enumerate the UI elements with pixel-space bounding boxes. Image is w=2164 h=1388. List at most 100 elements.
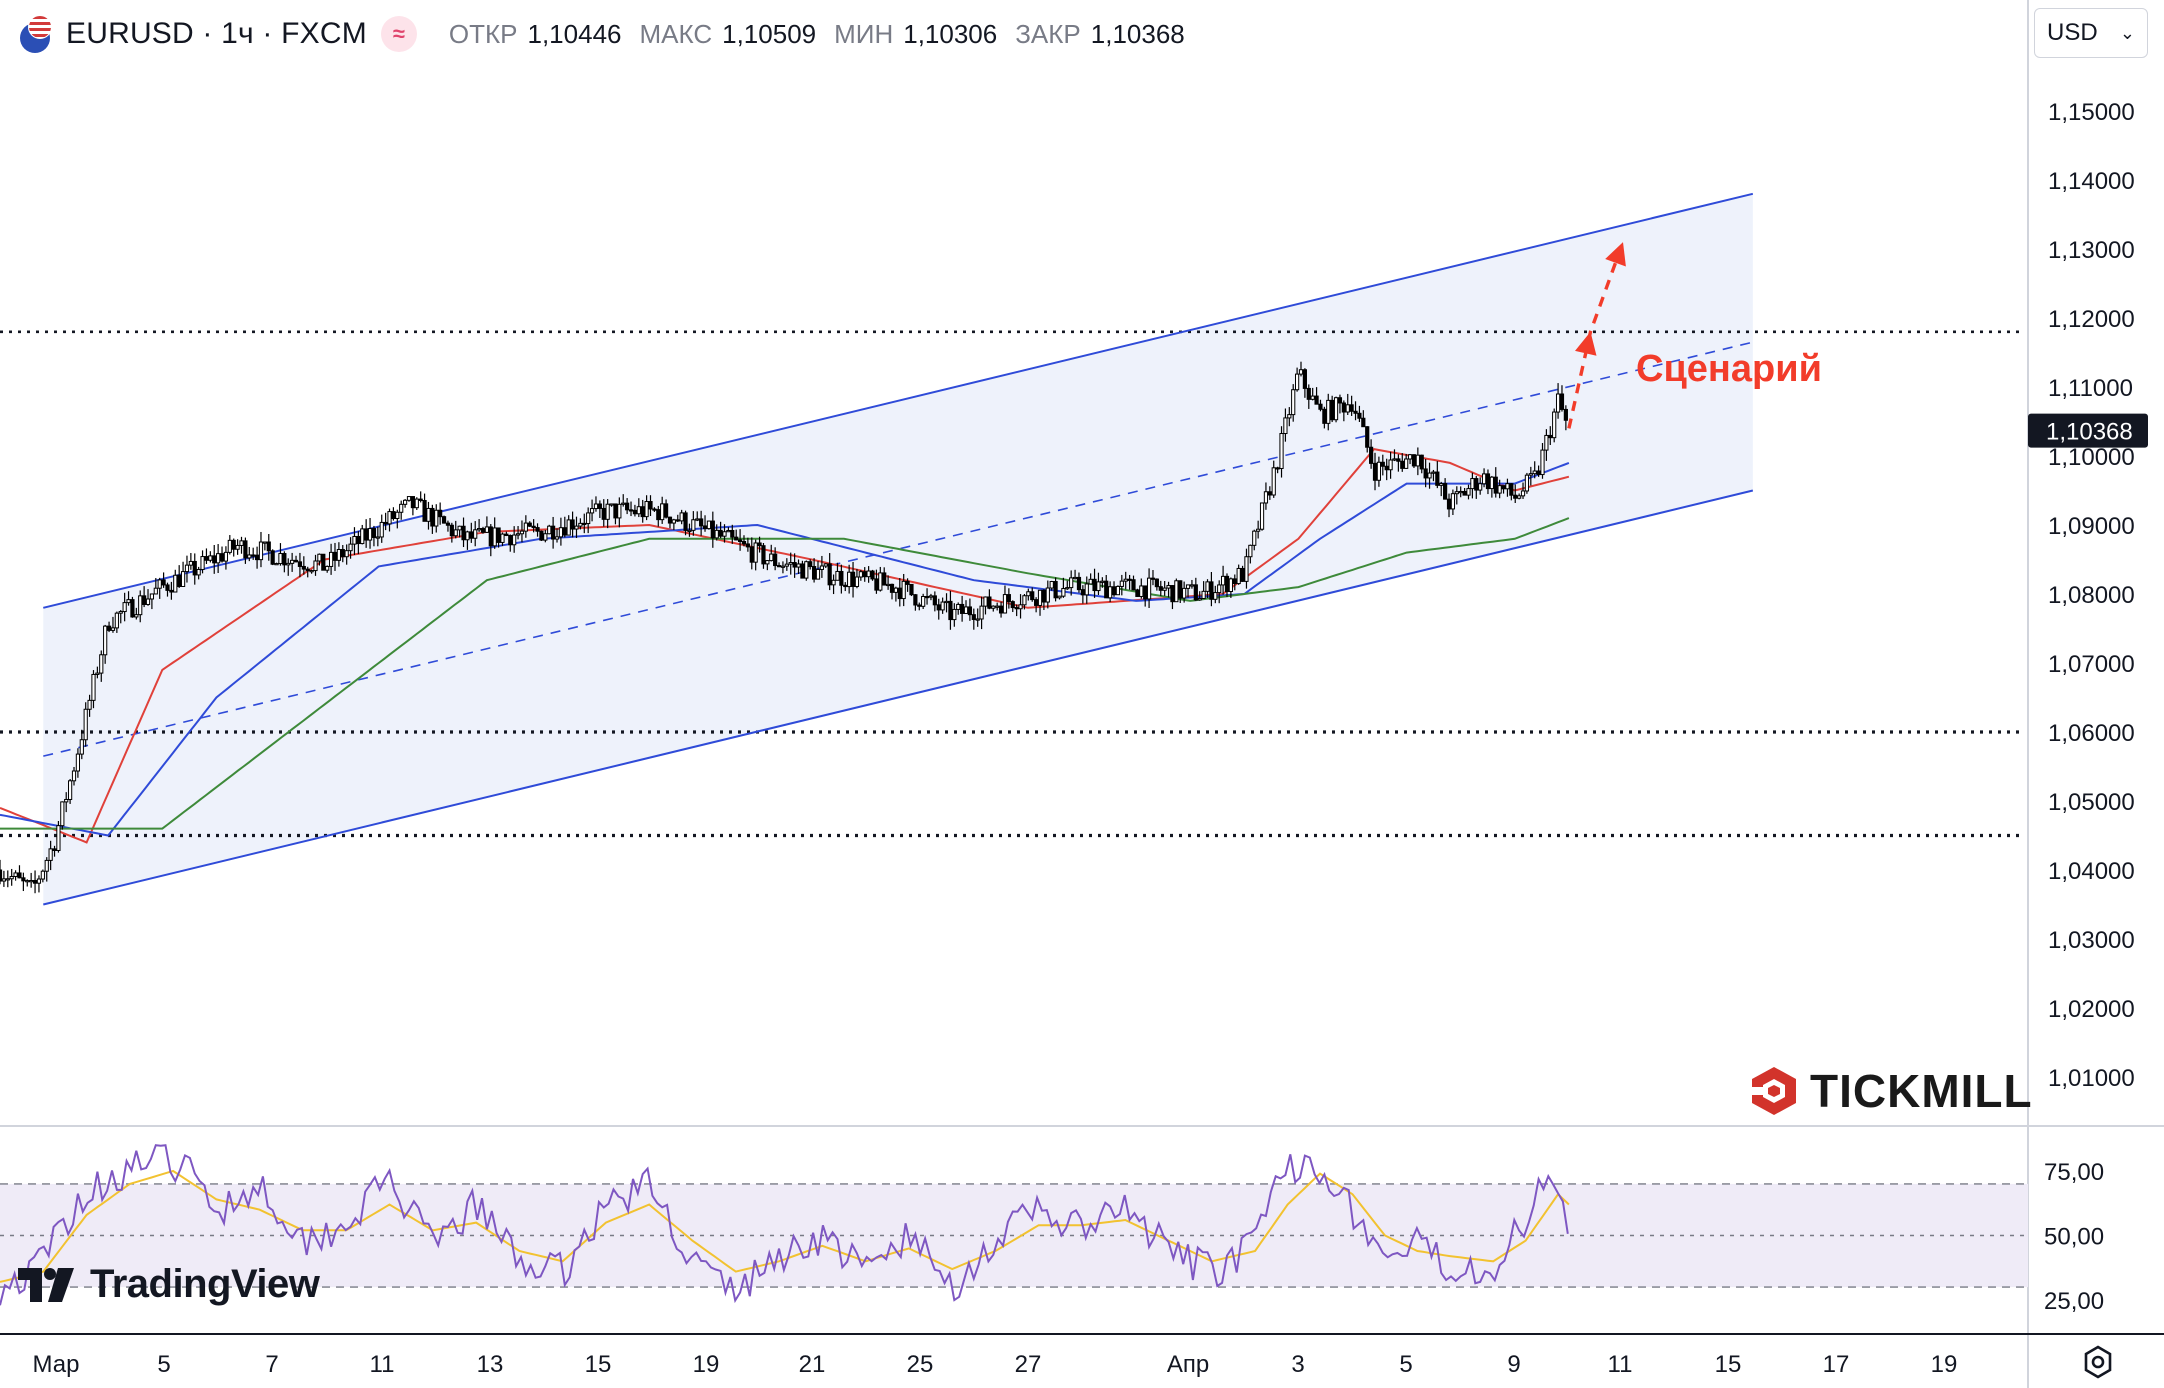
candle-body [562,527,567,536]
candle-body [1271,467,1276,496]
candle-body [40,870,45,880]
settings-gear-icon[interactable] [2080,1344,2116,1380]
candle-body [1220,575,1226,586]
candle-body [1053,581,1058,599]
candle-body [465,531,470,541]
candle-body [1439,483,1444,486]
candle-body [893,587,898,593]
candle-body [1337,397,1343,404]
candle-body [652,508,657,511]
candle-body [741,540,747,545]
symbol-title[interactable]: EURUSD · 1ч · FXCM [66,17,367,50]
candle-body [854,576,860,587]
candle-body [917,604,922,607]
candle-body [1213,592,1218,600]
candle-body [886,583,891,587]
candle-body [757,542,762,547]
candle-body [258,541,264,561]
candle-body [149,593,155,600]
candle-body [1423,468,1428,479]
candle-body [1185,584,1191,589]
candle-body [1178,580,1183,599]
wave-icon[interactable]: ≈ [380,16,417,52]
candle-body [963,606,969,614]
candle-body [1201,590,1206,599]
candle-body [765,560,770,565]
candle-body [1224,575,1230,592]
candle-body [1517,495,1522,499]
candle-body [1322,408,1327,424]
candle-body [1259,502,1265,530]
candle-body [1267,491,1272,496]
candle-body [1197,597,1202,601]
candle-body [122,602,127,613]
moving-average-green [0,517,1570,830]
candle-body [1182,587,1187,599]
candle-body [811,566,817,580]
candle-body [1310,395,1315,400]
candle-body [1380,461,1385,467]
candle-body [769,553,774,562]
candle-body [913,594,918,606]
candle-body [1563,408,1568,421]
candle-body [1466,488,1471,496]
time-axis-tick: 5 [157,1351,170,1378]
candle-body [130,599,135,618]
candle-body [995,605,1000,608]
candle-body [952,608,957,621]
candle-body [1002,594,1008,614]
candle-body [714,529,719,539]
rsi-line [0,1144,1569,1306]
candle-body [1146,577,1152,600]
candle-body [1376,461,1382,481]
candle-body [601,507,606,520]
candle-body [1532,470,1537,475]
candle-body [515,533,521,536]
rsi-axis-tick: 50,00 [2044,1224,2104,1251]
candle-body [780,565,786,568]
candle-body [352,535,357,545]
ohlc-high-label: МАКС [639,18,713,49]
candle-body [1104,580,1109,599]
currency-select[interactable]: USD ⌄ [2034,8,2148,58]
candle-body [796,563,801,568]
candle-body [827,563,832,586]
candle-body [1528,473,1533,476]
candle-body [1018,604,1023,610]
candle-body [1415,454,1420,467]
candle-body [328,551,334,567]
candle-body [305,568,310,572]
candle-body [531,525,536,529]
candle-body [1108,586,1113,599]
price-axis-tick: 1,08000 [2048,582,2135,609]
candle-body [79,739,84,755]
candle-body [1010,601,1015,609]
channel-lower-line[interactable] [43,489,1754,906]
ohlc-values: ОТКР 1,10446 МАКС 1,10509 МИН 1,10306 ЗА… [449,19,1193,50]
candle-body [866,570,871,578]
candle-body [722,531,727,537]
candle-body [909,583,914,596]
channel-upper-line[interactable] [43,192,1754,609]
candle-body [628,509,634,512]
time-axis-tick: 15 [585,1351,612,1378]
price-axis-tick: 1,07000 [2048,651,2135,678]
candle-body [1372,462,1378,481]
candle-body [570,519,575,530]
candle-body [1396,458,1401,462]
candle-body [991,605,996,609]
candle-body [593,503,599,510]
candle-body [1256,528,1261,532]
channel-middle-line[interactable] [43,341,1754,757]
price-axis-tick: 1,13000 [2048,237,2135,264]
tickmill-logo: TICKMILL [1748,1064,2033,1118]
candle-body [831,579,836,586]
candle-body [582,522,587,526]
candle-body [83,708,88,741]
candle-body [1326,399,1331,424]
candle-body [317,553,322,562]
candle-body [1263,491,1269,504]
candle-body [667,516,673,524]
candle-body [1111,586,1117,596]
